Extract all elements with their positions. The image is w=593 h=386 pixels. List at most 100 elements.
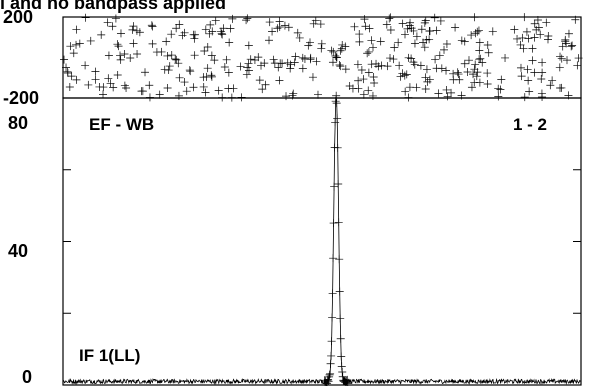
phase-point [137, 87, 146, 96]
amplitude-point [341, 377, 350, 386]
amplitude-point [325, 372, 334, 381]
phase-point [244, 66, 253, 75]
phase-point [108, 22, 117, 31]
phase-point [425, 35, 434, 44]
phase-point [422, 65, 431, 74]
phase-point [420, 18, 429, 27]
phase-point [219, 24, 228, 33]
phase-point [528, 44, 537, 53]
phase-point [67, 72, 76, 81]
phase-point [357, 66, 366, 75]
phase-point [104, 51, 113, 60]
amplitude-point [336, 314, 345, 323]
amplitude-point [334, 180, 343, 189]
phase-point [147, 21, 156, 30]
phase-point [483, 41, 492, 50]
phase-point [494, 92, 503, 101]
phase-point [171, 54, 180, 63]
phase-point [327, 46, 336, 55]
phase-point [148, 22, 157, 31]
phase-point [345, 82, 354, 91]
phase-point [460, 37, 469, 46]
phase-point [518, 33, 527, 42]
phase-point [116, 29, 125, 38]
phase-point [164, 66, 173, 75]
phase-point [425, 75, 434, 84]
phase-point [111, 14, 120, 23]
phase-point [368, 43, 377, 52]
amplitude-point [327, 337, 336, 346]
phase-point [72, 40, 81, 49]
phase-point [207, 71, 216, 80]
phase-point [473, 27, 482, 36]
phase-point [520, 13, 529, 22]
phase-point [329, 47, 338, 56]
phase-point [275, 76, 284, 85]
phase-point [336, 46, 345, 55]
phase-point [210, 56, 219, 65]
phase-point [148, 39, 157, 48]
phase-point [454, 70, 463, 79]
phase-point [243, 14, 252, 23]
phase-point [522, 27, 531, 36]
phase-point [447, 88, 456, 97]
phase-point [203, 43, 212, 52]
baseline-label: 1 - 2 [513, 115, 547, 134]
amplitude-point [332, 99, 341, 108]
phase-point [338, 40, 347, 49]
phase-point [261, 80, 270, 89]
phase-point [401, 87, 410, 96]
phase-point [405, 83, 414, 92]
amplitude-ytick-80: 80 [8, 113, 28, 133]
phase-point [122, 83, 131, 92]
phase-point [286, 60, 295, 69]
phase-point [165, 62, 174, 71]
phase-point [113, 71, 122, 80]
phase-point [172, 55, 181, 64]
phase-point [353, 60, 362, 69]
phase-point [360, 15, 369, 24]
phase-point [443, 92, 452, 101]
phase-point [257, 61, 266, 70]
phase-point [311, 16, 320, 25]
phase-point [467, 83, 476, 92]
amplitude-point [333, 114, 342, 123]
phase-point [460, 59, 469, 68]
phase-point [440, 45, 449, 54]
amplitude-series-line [62, 95, 582, 386]
phase-point [367, 36, 376, 45]
amplitude-point [334, 218, 343, 227]
phase-point [562, 39, 571, 48]
phase-point [91, 75, 100, 84]
phase-point [284, 23, 293, 32]
phase-point [556, 83, 565, 92]
phase-point [386, 26, 395, 35]
phase-point [236, 62, 245, 71]
phase-point [206, 20, 215, 29]
amplitude-point [337, 362, 346, 371]
phase-point [155, 90, 164, 99]
phase-point [228, 14, 237, 23]
phase-point [530, 19, 539, 28]
phase-points [60, 13, 583, 102]
phase-point [421, 16, 430, 25]
phase-point [400, 71, 409, 80]
phase-point [563, 56, 572, 65]
phase-point [523, 65, 532, 74]
phase-point [525, 87, 534, 96]
phase-point [295, 33, 304, 42]
phase-ytick-bottom: -200 [3, 88, 39, 108]
phase-point [451, 23, 460, 32]
phase-point [475, 38, 484, 47]
phase-point [383, 62, 392, 71]
amplitude-point [328, 289, 337, 298]
phase-point [372, 59, 381, 68]
phase-point [304, 41, 313, 50]
phase-point [425, 27, 434, 36]
amplitude-ytick-0: 0 [22, 367, 32, 386]
phase-point [417, 25, 426, 34]
phase-point [328, 58, 337, 67]
phase-point [546, 81, 555, 90]
phase-point [229, 84, 238, 93]
